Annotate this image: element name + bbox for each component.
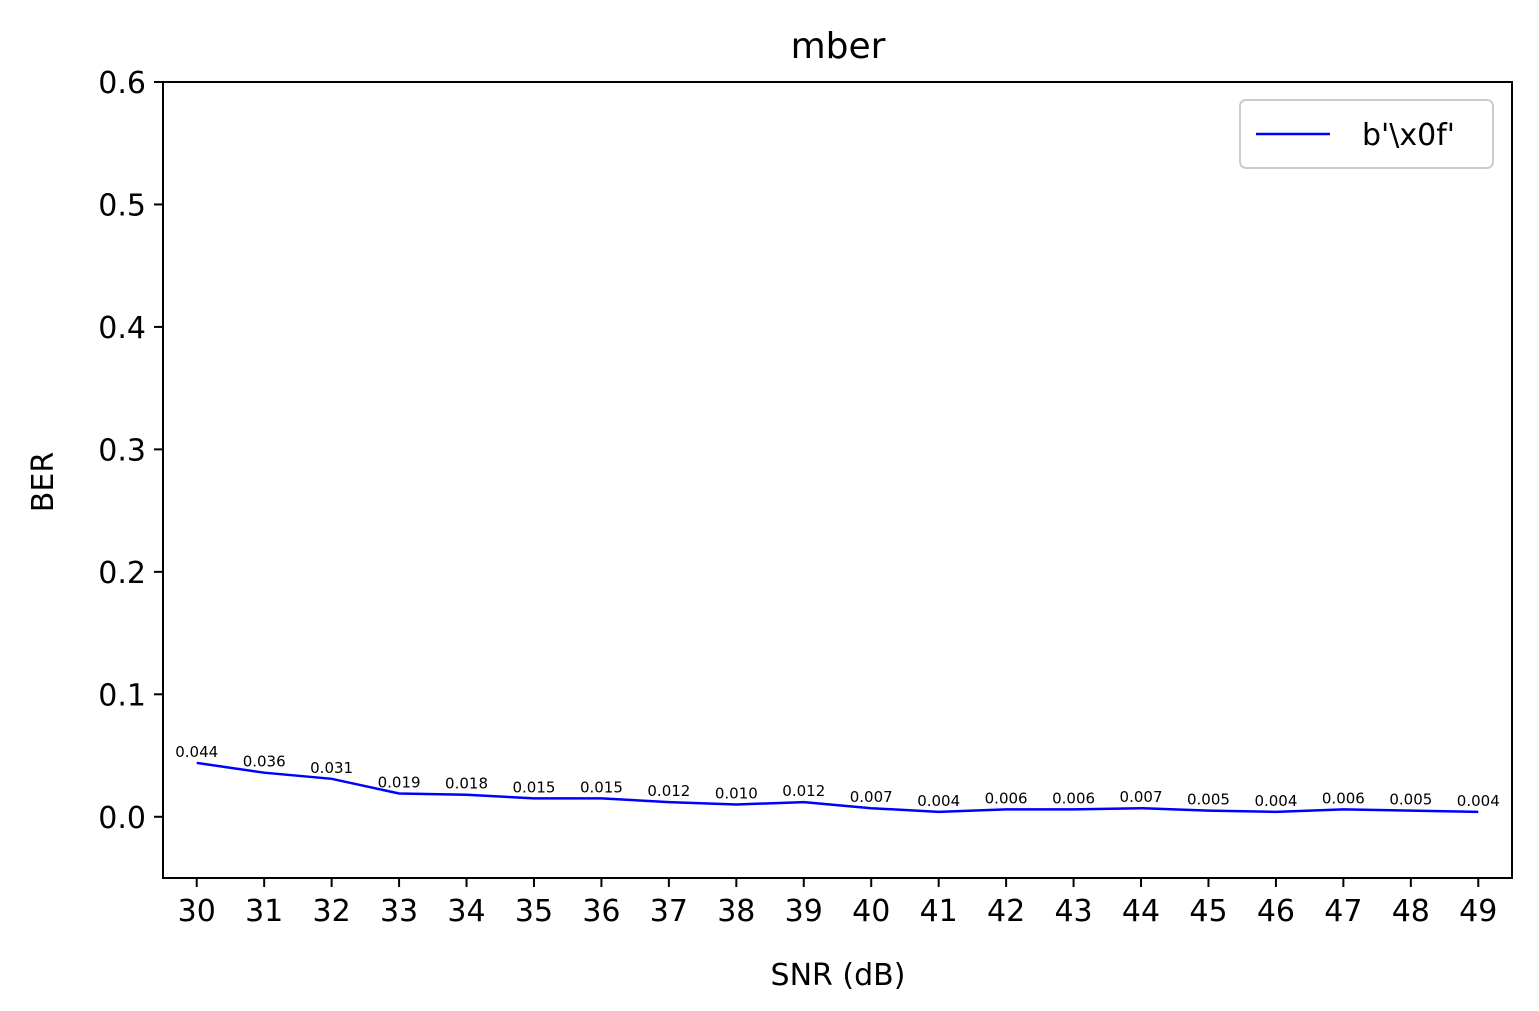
x-tick-label: 40 <box>852 894 890 929</box>
data-label: 0.015 <box>512 778 555 796</box>
x-tick-label: 31 <box>245 894 283 929</box>
y-tick-label: 0.5 <box>98 188 146 223</box>
y-tick-label: 0.6 <box>98 66 146 101</box>
data-label: 0.044 <box>175 743 218 761</box>
data-label: 0.004 <box>1254 792 1297 810</box>
data-label: 0.005 <box>1187 791 1230 809</box>
x-tick-label: 34 <box>447 894 485 929</box>
x-tick-label: 36 <box>582 894 620 929</box>
x-tick-label: 46 <box>1257 894 1295 929</box>
legend-box <box>1239 99 1494 169</box>
x-tick-label: 32 <box>313 894 351 929</box>
y-tick-label: 0.2 <box>98 556 146 591</box>
x-tick-label: 48 <box>1392 894 1430 929</box>
x-tick-label: 44 <box>1122 894 1160 929</box>
x-tick-label: 43 <box>1054 894 1092 929</box>
x-tick-label: 39 <box>785 894 823 929</box>
x-tick-label: 47 <box>1324 894 1362 929</box>
data-label: 0.036 <box>243 753 286 771</box>
data-label: 0.012 <box>782 782 825 800</box>
data-labels: 0.044 0.036 0.031 0.019 0.018 0.015 0.015 0.012… <box>175 743 1500 810</box>
data-label: 0.018 <box>445 775 488 793</box>
x-tick-label: 42 <box>987 894 1025 929</box>
data-label: 0.006 <box>985 789 1028 807</box>
y-tick-label: 0.4 <box>98 311 146 346</box>
x-tick-label: 38 <box>717 894 755 929</box>
data-label: 0.019 <box>378 774 421 792</box>
data-label: 0.005 <box>1389 791 1432 809</box>
legend-label: b'\x0f' <box>1362 118 1455 153</box>
y-tick-label: 0.3 <box>98 433 146 468</box>
y-tick-label: 0.0 <box>98 801 146 836</box>
data-label: 0.031 <box>310 759 353 777</box>
x-tick-label: 41 <box>920 894 958 929</box>
legend: b'\x0f' <box>1239 99 1494 169</box>
series-line <box>196 761 1479 814</box>
plot-area <box>163 82 1512 878</box>
plot-frame <box>162 81 1513 879</box>
data-label: 0.004 <box>1457 792 1500 810</box>
data-label: 0.010 <box>715 785 758 803</box>
data-label: 0.015 <box>580 778 623 796</box>
x-tick-label: 35 <box>515 894 553 929</box>
data-label: 0.007 <box>1120 788 1163 806</box>
data-label: 0.007 <box>850 788 893 806</box>
y-tick-label: 0.1 <box>98 678 146 713</box>
x-tick-label: 30 <box>178 894 216 929</box>
x-tick-label: 49 <box>1459 894 1497 929</box>
data-label: 0.006 <box>1322 789 1365 807</box>
data-label: 0.004 <box>917 792 960 810</box>
x-axis-label: SNR (dB) <box>771 958 906 993</box>
x-axis: 30 31 32 33 34 35 36 37 38 39 40 41 42 43 44 45 46 47 48 49 <box>178 878 1497 929</box>
y-axis: 0.0 0.1 0.2 0.3 0.4 0.5 0.6 <box>98 66 163 836</box>
y-axis-label: BER <box>26 452 61 512</box>
x-tick-label: 33 <box>380 894 418 929</box>
data-label: 0.006 <box>1052 789 1095 807</box>
x-tick-label: 45 <box>1189 894 1227 929</box>
x-tick-label: 37 <box>650 894 688 929</box>
chart-title: mber <box>791 26 886 67</box>
data-label: 0.012 <box>647 782 690 800</box>
